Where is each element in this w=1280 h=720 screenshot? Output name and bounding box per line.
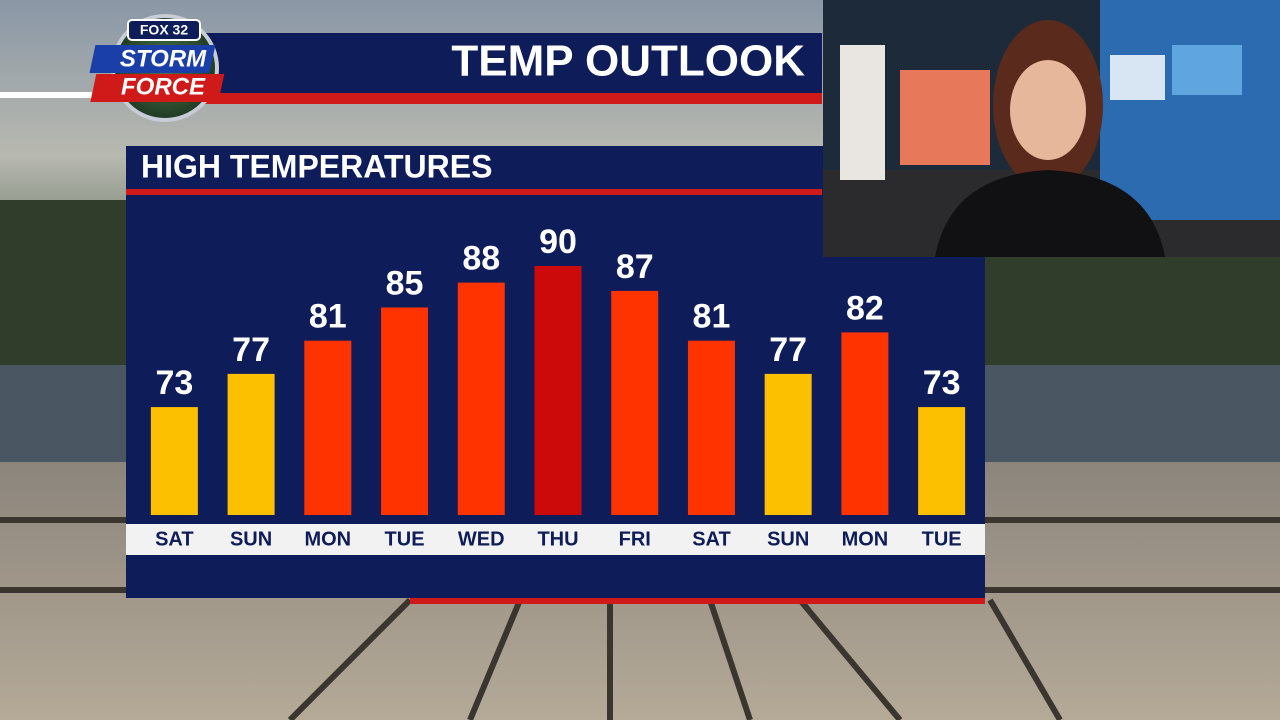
studio-wall [1100,0,1280,220]
bar [764,373,812,515]
chart-subtitle: HIGH TEMPERATURES [141,148,492,184]
bar [841,332,889,515]
header-title: TEMP OUTLOOK [451,37,805,86]
x-tick-label: SAT [155,528,194,550]
studio-screen [1110,55,1165,100]
bar [457,282,505,515]
logo-band-1 [89,45,216,73]
presenter-body [935,170,1165,257]
x-tick-label: MON [842,528,889,550]
value-label: 73 [923,364,961,402]
header-rule [0,92,110,98]
value-label: 77 [769,331,807,369]
x-tick-label: THU [537,528,578,550]
x-tick-label: SUN [230,528,272,550]
value-label: 82 [846,289,884,327]
bar [534,266,582,515]
studio-screen [1172,45,1242,95]
bar [687,340,735,515]
logo-network: FOX 32 [140,22,188,38]
x-tick-label: SUN [767,528,809,550]
logo-line-2: FORCE [121,73,206,100]
bar [918,407,966,515]
bar [304,340,352,515]
video-inset [823,0,1280,257]
value-label: 81 [309,298,347,336]
value-label: 88 [462,240,500,278]
value-label: 77 [232,331,270,369]
value-label: 90 [539,223,577,261]
studio-pillar [840,45,885,180]
bar [227,373,275,515]
bar [611,290,659,515]
panel-footer-stripe [410,598,985,604]
logo-network-box [127,19,201,41]
value-label: 87 [616,248,654,286]
logo-line-1: STORM [120,45,207,72]
presenter-face [1010,60,1086,160]
x-tick-label: FRI [619,528,651,550]
x-tick-label: MON [304,528,351,550]
label-strip [126,524,985,555]
header-stripe [200,93,822,104]
x-tick-label: WED [458,528,505,550]
x-tick-label: TUE [385,528,425,550]
bar [381,307,429,515]
value-label: 85 [386,264,424,302]
value-label: 73 [155,364,193,402]
logo-band-2 [90,74,225,102]
header-bar [200,33,822,93]
value-label: 81 [693,298,731,336]
studio-monitor [900,70,990,165]
bar [150,407,198,515]
x-tick-label: SAT [692,528,731,550]
x-tick-label: TUE [922,528,962,550]
subtitle-stripe [126,189,822,195]
